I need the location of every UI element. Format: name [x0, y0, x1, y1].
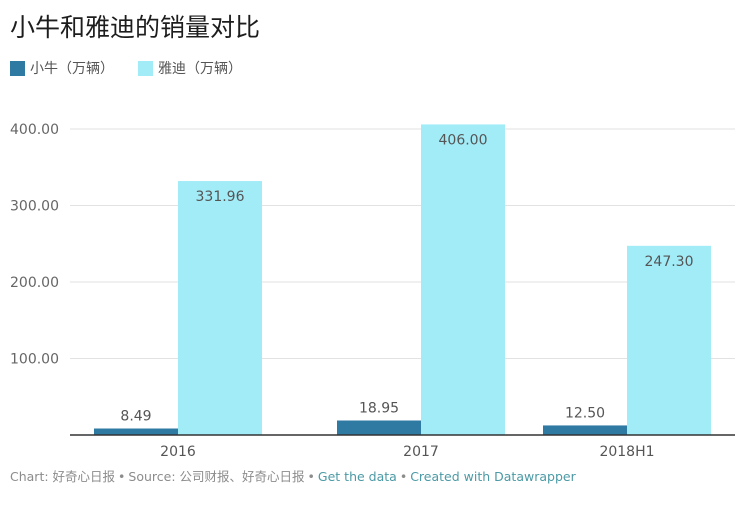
data-label: 8.49 — [120, 409, 151, 425]
legend-item-yadi: 雅迪（万辆） — [138, 58, 242, 78]
data-label: 406.00 — [439, 132, 488, 148]
data-label: 12.50 — [565, 405, 605, 421]
bar — [421, 124, 505, 435]
y-tick-label: 400.00 — [10, 122, 59, 138]
footer-separator: • — [118, 469, 126, 484]
legend-item-xiaoniu: 小牛（万辆） — [10, 58, 114, 78]
footer: Chart: 好奇心日报 • Source: 公司财报、好奇心日报 • Get the … — [10, 466, 576, 485]
footer-chart-credit: Chart: 好奇心日报 — [10, 469, 116, 484]
bar — [543, 425, 627, 435]
footer-separator: • — [307, 469, 315, 484]
y-tick-label: 100.00 — [10, 352, 59, 368]
data-label: 18.95 — [359, 401, 399, 417]
bar — [94, 428, 178, 435]
x-tick-label: 2018H1 — [599, 444, 654, 460]
legend-label-xiaoniu: 小牛（万辆） — [30, 61, 114, 77]
y-tick-label: 300.00 — [10, 199, 59, 215]
footer-separator: • — [399, 469, 408, 484]
created-with-datawrapper-link[interactable]: Created with Datawrapper — [410, 469, 576, 484]
data-label: 247.30 — [645, 254, 694, 270]
bar — [178, 181, 262, 435]
y-tick-label: 200.00 — [10, 275, 59, 291]
legend-label-yadi: 雅迪（万辆） — [158, 61, 242, 77]
legend: 小牛（万辆） 雅迪（万辆） — [10, 58, 266, 78]
x-tick-label: 2017 — [403, 444, 439, 460]
footer-source: Source: 公司财报、好奇心日报 — [128, 469, 305, 484]
x-tick-label: 2016 — [160, 444, 196, 460]
data-label: 331.96 — [196, 189, 245, 205]
bar — [627, 245, 711, 435]
bar — [337, 420, 421, 435]
legend-swatch-yadi — [138, 60, 153, 76]
chart-title: 小牛和雅迪的销量对比 — [10, 13, 261, 42]
legend-swatch-xiaoniu — [10, 60, 25, 76]
get-the-data-link[interactable]: Get the data — [317, 469, 397, 484]
